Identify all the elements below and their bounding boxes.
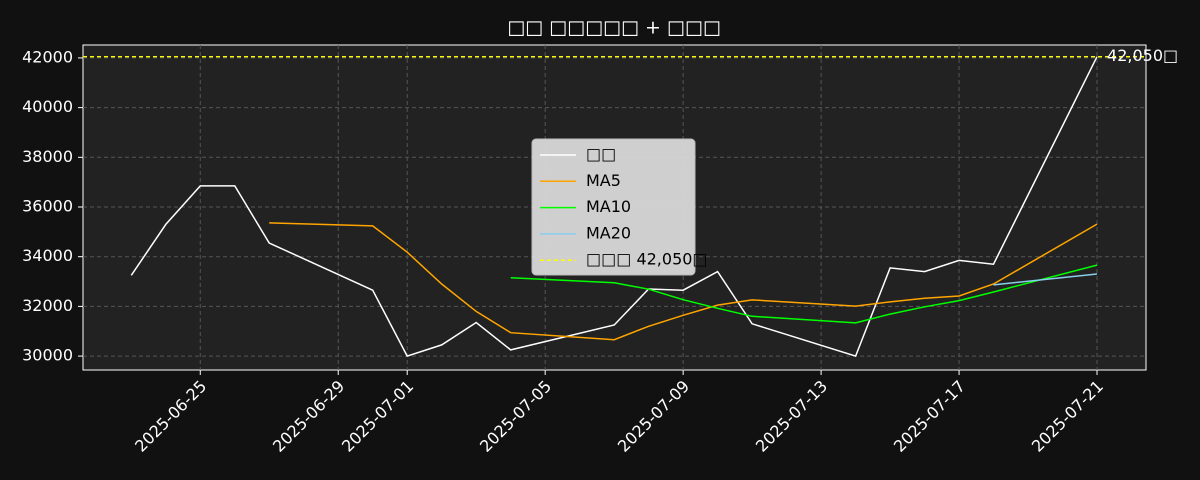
- current-price-annotation: 42,050□: [1107, 46, 1178, 65]
- x-tick-label: 2025-06-25: [131, 377, 210, 456]
- series-line: [130, 56, 1098, 358]
- legend-label: □□□ 42,050□: [586, 250, 708, 269]
- legend-box: [531, 138, 696, 276]
- series-line: [993, 273, 1098, 286]
- x-tick-label: 2025-07-09: [614, 377, 693, 456]
- x-tick-label: 2025-07-17: [890, 377, 969, 456]
- y-tick-label: 40000: [22, 97, 73, 116]
- y-tick-label: 32000: [22, 296, 73, 315]
- y-tick-label: 42000: [22, 47, 73, 66]
- y-tick-label: 36000: [22, 197, 73, 216]
- x-tick-label: 2025-07-01: [338, 377, 417, 456]
- legend-label: MA5: [586, 171, 621, 190]
- x-tick-label: 2025-07-05: [476, 377, 555, 456]
- x-tick-label: 2025-06-29: [269, 377, 348, 456]
- legend: □□ MA5 MA10 MA20 □□□ 42,050□: [531, 138, 708, 276]
- legend-label: MA20: [586, 223, 631, 242]
- y-tick-label: 38000: [22, 147, 73, 166]
- y-tick-label: 30000: [22, 346, 73, 365]
- y-tick-label: 34000: [22, 246, 73, 265]
- x-tick-label: 2025-07-21: [1028, 377, 1107, 456]
- legend-label: MA10: [586, 197, 631, 216]
- chart-title: □□ □□□□□ + □□□: [507, 17, 721, 39]
- x-tick-label: 2025-07-13: [752, 377, 831, 456]
- series-line: [269, 222, 1098, 341]
- legend-label: □□: [586, 145, 616, 164]
- series-line: [510, 264, 1098, 324]
